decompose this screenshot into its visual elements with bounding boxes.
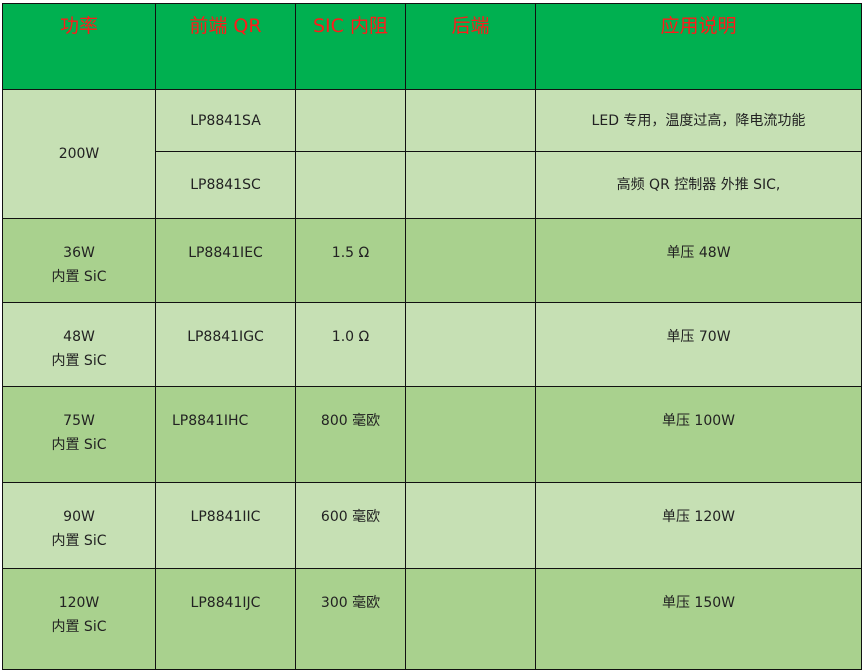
- power-cell: 75W 内置 SiC: [2, 386, 156, 483]
- power-value: 36W: [63, 245, 95, 261]
- note-cell: 单压 70W: [535, 302, 862, 387]
- power-type: 内置 SiC: [51, 269, 107, 285]
- header-sic-resistance: SIC 内阻: [295, 3, 406, 90]
- qr-cell: LP8841IEC: [155, 218, 296, 303]
- back-cell: [405, 302, 536, 387]
- power-cell: 36W 内置 SiC: [2, 218, 156, 303]
- note-cell: 高频 QR 控制器 外推 SIC,: [535, 151, 862, 219]
- header-row: 功率 前端 QR SIC 内阻 后端 应用说明: [2, 3, 862, 90]
- table-row: 48W 内置 SiC LP8841IGC 1.0 Ω 单压 70W: [2, 302, 862, 387]
- header-power: 功率: [2, 3, 156, 90]
- header-front-qr: 前端 QR: [155, 3, 296, 90]
- note-cell: 单压 150W: [535, 568, 862, 670]
- table-row: LP8841SC 高频 QR 控制器 外推 SIC,: [2, 151, 862, 219]
- sic-cell: [295, 151, 406, 219]
- header-back-end: 后端: [405, 3, 536, 90]
- sic-cell: 1.5 Ω: [295, 218, 406, 303]
- table-row: 75W 内置 SiC LP8841IHC 800 毫欧 单压 100W: [2, 386, 862, 483]
- note-cell: 单压 120W: [535, 482, 862, 569]
- sic-cell: 1.0 Ω: [295, 302, 406, 387]
- power-cell: 48W 内置 SiC: [2, 302, 156, 387]
- qr-cell: LP8841IJC: [155, 568, 296, 670]
- power-type: 内置 SiC: [51, 533, 107, 549]
- power-type: 内置 SiC: [51, 619, 107, 635]
- back-cell: [405, 218, 536, 303]
- power-type: 内置 SiC: [51, 353, 107, 369]
- back-cell: [405, 89, 536, 152]
- sic-cell: 800 毫欧: [295, 386, 406, 483]
- back-cell: [405, 568, 536, 670]
- power-value: 75W: [63, 413, 95, 429]
- power-cell: 200W: [2, 89, 156, 219]
- product-table: 功率 前端 QR SIC 内阻 后端 应用说明 200W LP8841SA LE…: [2, 3, 862, 670]
- note-cell: 单压 48W: [535, 218, 862, 303]
- power-type: 内置 SiC: [51, 437, 107, 453]
- sic-cell: 600 毫欧: [295, 482, 406, 569]
- qr-cell: LP8841SA: [155, 89, 296, 152]
- note-cell: LED 专用，温度过高，降电流功能: [535, 89, 862, 152]
- qr-cell: LP8841IGC: [155, 302, 296, 387]
- qr-cell: LP8841IHC: [155, 386, 296, 483]
- table-row: 120W 内置 SiC LP8841IJC 300 毫欧 单压 150W: [2, 568, 862, 670]
- power-value: 48W: [63, 329, 95, 345]
- table-row: 36W 内置 SiC LP8841IEC 1.5 Ω 单压 48W: [2, 218, 862, 303]
- power-cell: 90W 内置 SiC: [2, 482, 156, 569]
- power-value: 90W: [63, 509, 95, 525]
- back-cell: [405, 482, 536, 569]
- power-value: 120W: [58, 595, 100, 611]
- header-application-notes: 应用说明: [535, 3, 862, 90]
- note-cell: 单压 100W: [535, 386, 862, 483]
- power-cell: 120W 内置 SiC: [2, 568, 156, 670]
- sic-cell: [295, 89, 406, 152]
- table-row: 200W LP8841SA LED 专用，温度过高，降电流功能: [2, 89, 862, 219]
- back-cell: [405, 386, 536, 483]
- qr-cell: LP8841SC: [155, 151, 296, 219]
- back-cell: [405, 151, 536, 219]
- sic-cell: 300 毫欧: [295, 568, 406, 670]
- qr-cell: LP8841IIC: [155, 482, 296, 569]
- table-row: 90W 内置 SiC LP8841IIC 600 毫欧 单压 120W: [2, 482, 862, 569]
